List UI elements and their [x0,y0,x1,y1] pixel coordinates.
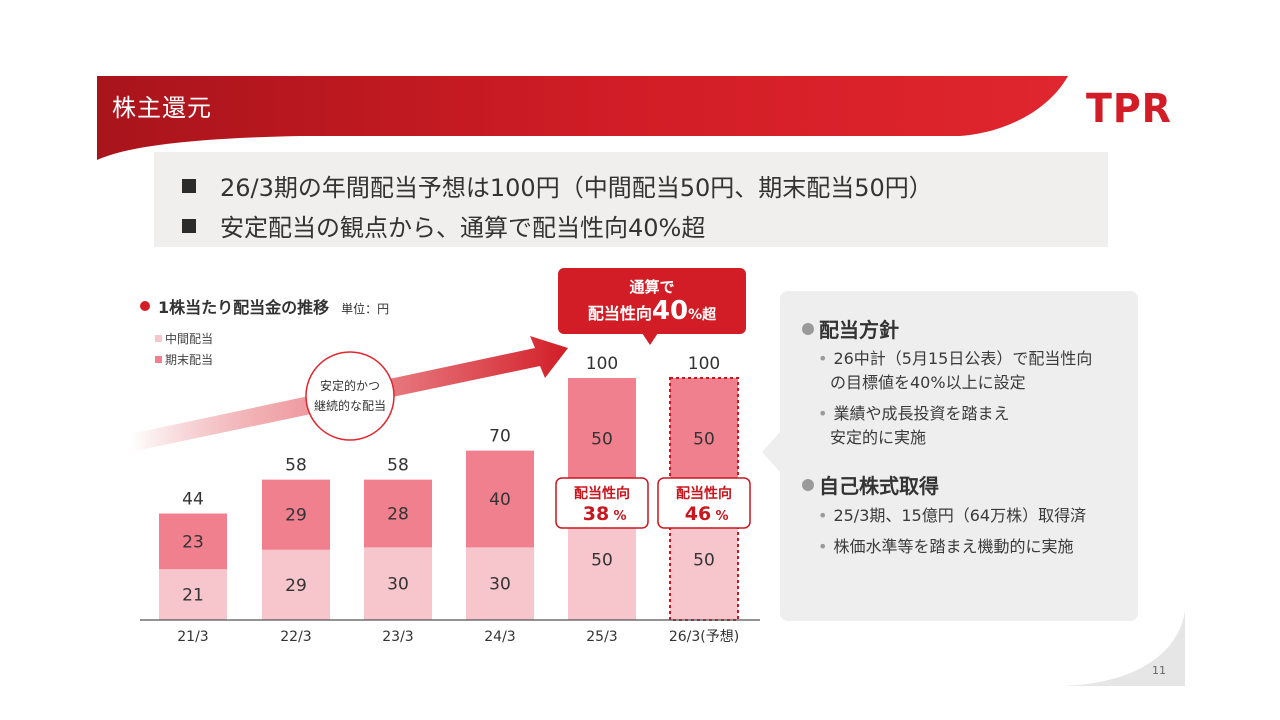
category-label-22/3: 22/3 [280,629,311,645]
chart-title: 1株当たり配当金の推移 単位：円 [140,294,389,318]
payout-value-25/3: 38 [583,503,609,525]
bar-final-22/3 [262,479,330,550]
label-interim-26/3(予想): 50 [693,551,715,571]
bar-final-23/3 [364,479,432,548]
callout-line-1: 通算で [629,278,675,296]
label-interim-23/3: 30 [387,575,409,595]
label-total-24/3: 70 [489,427,511,447]
label-interim-21/3: 21 [182,586,204,606]
payout-label-26/3(予想): 配当性向 [676,485,732,502]
red-dot-icon [140,301,150,311]
side-heading-buyback: 自己株式取得 [802,470,939,499]
legend-label-final: 期末配当 [165,353,214,367]
side-item-policy-2: • 業績や成長投資を踏まえ 安定的に実施 [818,402,1009,450]
label-final-25/3: 50 [591,430,613,450]
bullet-dot-icon: • [818,537,828,556]
side-item-policy-2-line-2: 安定的に実施 [830,428,927,447]
payout-unit-25/3: % [613,509,626,524]
side-panel [780,291,1138,621]
category-label-26/3(予想): 26/3(予想) [669,629,739,645]
gray-dot-icon [802,479,814,491]
payout-box-26/3(予想) [657,477,751,529]
legend-label-interim: 中間配当 [165,332,214,346]
callout-suffix: %超 [688,307,717,323]
label-total-23/3: 58 [387,456,409,476]
gray-dot-icon [802,323,814,335]
trend-label-line-1: 安定的かつ [320,378,380,393]
category-label-24/3: 24/3 [484,629,515,645]
square-bullet-icon [182,219,196,233]
summary-box: 26/3期の年間配当予想は100円（中間配当50円、期末配当50円） 安定配当の… [154,152,1108,247]
side-item-buyback-1: • 25/3期、15億円（64万株）取得済 [818,504,1086,528]
bar-interim-22/3 [262,549,330,620]
bullet-dot-icon: • [818,349,828,368]
legend-interim: 中間配当 [155,330,213,347]
category-label-23/3: 23/3 [382,629,413,645]
bar-interim-24/3 [466,547,534,620]
label-interim-25/3: 50 [591,551,613,571]
legend-swatch-interim [155,335,162,342]
trend-label-circle [305,351,395,441]
square-bullet-icon [182,179,196,193]
side-item-buyback-2: • 株価水準等を踏まえ機動的に実施 [818,535,1073,559]
chart-title-text: 1株当たり配当金の推移 [158,298,330,317]
bar-interim-23/3 [364,547,432,620]
label-final-23/3: 28 [387,505,409,525]
callout-value: 40 [651,296,689,326]
bullet-dot-icon: • [818,506,828,525]
callout-pointer [642,333,658,345]
summary-text-2: 安定配当の観点から、通算で配当性向40%超 [220,214,706,242]
side-item-policy-2-line-1: 業績や成長投資を踏まえ [833,404,1010,423]
payout-callout: 通算で 配当性向40%超 [558,268,746,334]
trend-label-line-2: 継続的な配当 [314,398,386,413]
label-final-21/3: 23 [182,532,204,552]
payout-label-25/3: 配当性向 [574,485,630,502]
label-final-22/3: 29 [285,506,307,526]
side-item-buyback-1-text: 25/3期、15億円（64万株）取得済 [833,506,1087,525]
label-total-25/3: 100 [586,354,618,374]
payout-box-25/3 [555,477,649,529]
side-item-buyback-2-text: 株価水準等を踏まえ機動的に実施 [833,537,1074,556]
page-number: 11 [1152,664,1166,677]
label-final-26/3(予想): 50 [693,430,715,450]
callout-prefix: 配当性向 [587,304,652,323]
side-item-policy-1-line-1: 26中計（5月15日公表）で配当性向 [833,349,1093,368]
label-total-22/3: 58 [285,456,307,476]
summary-text-1: 26/3期の年間配当予想は100円（中間配当50円、期末配当50円） [220,174,933,202]
label-total-26/3(予想): 100 [688,354,720,374]
category-label-21/3: 21/3 [177,629,208,645]
label-interim-22/3: 29 [285,576,307,596]
bullet-dot-icon: • [818,404,828,423]
side-heading-policy-text: 配当方針 [819,318,899,342]
side-heading-buyback-text: 自己株式取得 [819,474,939,498]
summary-line-1: 26/3期の年間配当予想は100円（中間配当50円、期末配当50円） [182,168,933,203]
bar-final-24/3 [466,450,534,548]
category-label-25/3: 25/3 [586,629,617,645]
page-title: 株主還元 [112,94,212,122]
payout-value-26/3(予想): 46 [685,503,711,525]
bar-final-21/3 [159,513,227,570]
side-item-policy-1: • 26中計（5月15日公表）で配当性向 の目標値を40%以上に設定 [818,347,1092,395]
chart-unit: 単位：円 [341,302,390,316]
legend-final: 期末配当 [155,351,213,368]
legend-swatch-final [155,356,162,363]
payout-unit-26/3(予想): % [715,509,728,524]
side-panel-notch [762,432,780,472]
label-total-21/3: 44 [182,490,204,510]
label-interim-24/3: 30 [489,575,511,595]
header-band [97,76,1068,160]
callout-line-2: 配当性向40%超 [558,296,746,326]
bar-interim-21/3 [159,569,227,620]
side-heading-policy: 配当方針 [802,314,899,343]
label-final-24/3: 40 [489,490,511,510]
side-item-policy-1-line-2: の目標値を40%以上に設定 [830,373,1026,392]
tpr-logo: TPR [1086,86,1172,132]
summary-line-2: 安定配当の観点から、通算で配当性向40%超 [182,208,705,243]
